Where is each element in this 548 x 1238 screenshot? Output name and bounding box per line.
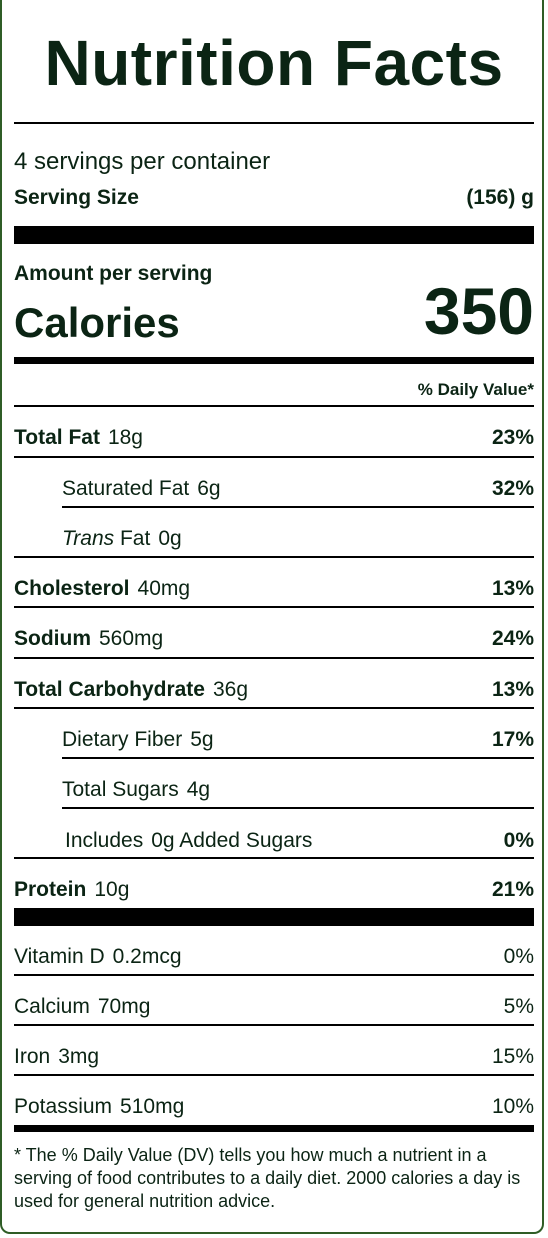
nutrient-amount: 0g (151, 829, 175, 852)
vitamin-name: Calcium (14, 995, 90, 1018)
divider (14, 122, 534, 124)
medium-divider (14, 1125, 534, 1132)
nutrient-amount: 0g (158, 527, 182, 550)
amount-per-serving: Amount per serving (14, 262, 534, 286)
divider (14, 405, 534, 407)
serving-size-value: (156) g (466, 186, 534, 209)
divider (14, 657, 534, 659)
divider (14, 456, 534, 458)
nutrient-dv: 0% (503, 829, 534, 852)
calories-row: Calories 350 (14, 272, 534, 344)
vitamin-dv: 5% (503, 995, 534, 1018)
divider (62, 506, 534, 508)
nutrient-dv: 17% (491, 728, 534, 751)
vitamin-dv: 10% (491, 1095, 534, 1118)
nutrient-name: Total Carbohydrate (14, 678, 205, 701)
nutrient-row-trans-fat: Trans Fat 0g (14, 527, 534, 551)
nutrient-dv: 23% (491, 426, 534, 449)
nutrition-label-body: Nutrition Facts 4 servings per container… (14, 0, 534, 1232)
nutrient-name-suffix: Added Sugars (179, 829, 313, 852)
nutrient-amount: 6g (197, 477, 221, 500)
serving-size-row: Serving Size (156) g (14, 186, 534, 210)
nutrient-name: Sodium (14, 627, 91, 650)
nutrient-amount: 560mg (99, 627, 164, 650)
nutrient-name: Saturated Fat (62, 477, 190, 500)
label-title: Nutrition Facts (44, 27, 504, 99)
nutrient-row-dietary-fiber: Dietary Fiber 5g 17% (14, 728, 534, 752)
nutrient-amount: 40mg (137, 577, 191, 600)
vitamin-name: Potassium (14, 1095, 113, 1118)
vitamin-name: Iron (14, 1045, 51, 1068)
divider (14, 606, 534, 608)
vitamin-row-calcium: Calcium 70mg 5% (14, 995, 534, 1019)
calories-value: 350 (423, 274, 534, 348)
daily-value-header-text: % Daily Value* (417, 380, 534, 399)
nutrient-row-cholesterol: Cholesterol 40mg 13% (14, 577, 534, 601)
nutrient-row-total-carbohydrate: Total Carbohydrate 36g 13% (14, 678, 534, 702)
divider (62, 807, 534, 809)
serving-size-label: Serving Size (14, 186, 139, 209)
divider (14, 556, 534, 558)
amount-per-serving-label: Amount per serving (14, 262, 213, 285)
nutrient-dv: 32% (491, 477, 534, 500)
nutrient-name: Protein (14, 878, 87, 901)
nutrient-dv: 13% (491, 577, 534, 600)
nutrient-dv: 24% (491, 627, 534, 650)
vitamin-name: Vitamin D (14, 945, 105, 968)
vitamin-dv: 0% (503, 945, 534, 968)
vitamin-row-iron: Iron 3mg 15% (14, 1045, 534, 1069)
thick-divider (14, 908, 534, 926)
vitamin-amount: 3mg (58, 1045, 100, 1068)
nutrient-row-added-sugars: Includes 0g Added Sugars 0% (14, 829, 534, 853)
nutrient-dv: 13% (491, 678, 534, 701)
divider (62, 757, 534, 759)
nutrient-name: Total Sugars (62, 778, 179, 801)
daily-value-header: % Daily Value* (14, 380, 534, 400)
nutrient-name: Dietary Fiber (62, 728, 183, 751)
nutrient-dv: 21% (491, 878, 534, 901)
nutrient-name: Cholesterol (14, 577, 130, 600)
vitamin-row-vitamin-d: Vitamin D 0.2mcg 0% (14, 945, 534, 969)
nutrient-name-italic: Trans (62, 527, 115, 550)
footnote: * The % Daily Value (DV) tells you how m… (14, 1145, 521, 1211)
nutrient-row-total-sugars: Total Sugars 4g (14, 778, 534, 802)
nutrient-amount: 5g (190, 728, 214, 751)
vitamin-dv: 15% (491, 1045, 534, 1068)
medium-divider (14, 357, 534, 364)
nutrient-row-total-fat: Total Fat 18g 23% (14, 426, 534, 450)
divider (14, 857, 534, 859)
divider (14, 707, 534, 709)
servings-per-container: 4 servings per container (14, 148, 534, 176)
nutrient-row-saturated-fat: Saturated Fat 6g 32% (14, 477, 534, 501)
nutrient-name: Total Fat (14, 426, 100, 449)
nutrient-name: Fat (114, 527, 151, 550)
vitamin-amount: 70mg (97, 995, 151, 1018)
vitamin-amount: 0.2mcg (112, 945, 182, 968)
vitamin-amount: 510mg (120, 1095, 185, 1118)
nutrient-amount: 36g (212, 678, 249, 701)
divider (14, 1024, 534, 1026)
nutrient-row-sodium: Sodium 560mg 24% (14, 627, 534, 651)
divider (14, 974, 534, 976)
divider (14, 1074, 534, 1076)
nutrient-amount: 4g (186, 778, 211, 801)
nutrient-amount: 18g (107, 426, 143, 449)
servings-text: 4 servings per container (14, 148, 271, 175)
vitamin-row-potassium: Potassium 510mg 10% (14, 1095, 534, 1119)
nutrient-amount: 10g (94, 878, 130, 901)
nutrient-name-prefix: Includes (65, 829, 144, 852)
calories-label: Calories (14, 299, 180, 346)
nutrient-row-protein: Protein 10g 21% (14, 878, 534, 902)
thick-divider (14, 226, 534, 244)
